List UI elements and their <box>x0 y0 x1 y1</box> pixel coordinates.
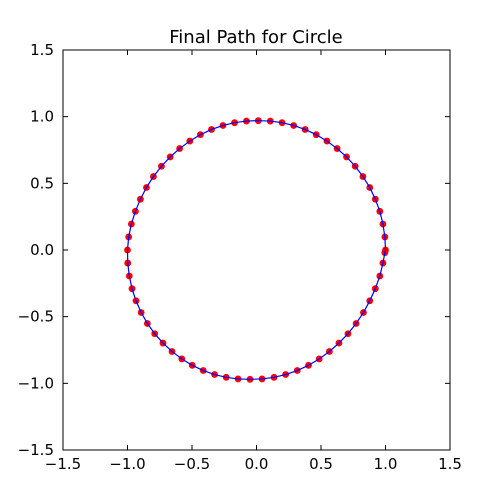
path-line <box>126 120 387 380</box>
y-tick-label: 0.5 <box>30 174 54 192</box>
x-tick-label: −1.5 <box>45 455 81 473</box>
x-tick-label: 1.5 <box>438 455 462 473</box>
x-tick-label: 1.0 <box>374 455 398 473</box>
y-tick-label: 0.0 <box>30 241 54 259</box>
x-tick-label: −1.0 <box>109 455 145 473</box>
axis-ticks: −1.5 −1.0 −0.5 0.0 0.5 1.0 1.5 −1.5 −1.0 −0.5 0.0 0… <box>18 41 462 473</box>
y-tick-label: 1.0 <box>30 108 54 126</box>
chart-title: Final Path for Circle <box>169 27 343 48</box>
x-tick-label: 0.0 <box>245 455 269 473</box>
y-tick-label: 1.5 <box>30 41 54 59</box>
x-tick-label: 0.5 <box>309 455 333 473</box>
x-tick-label: −0.5 <box>174 455 210 473</box>
y-tick-label: −1.5 <box>18 441 54 459</box>
plot-area <box>124 117 389 383</box>
plot-frame <box>62 49 451 451</box>
y-tick-label: −0.5 <box>18 308 54 326</box>
y-tick-label: −1.0 <box>18 374 54 392</box>
